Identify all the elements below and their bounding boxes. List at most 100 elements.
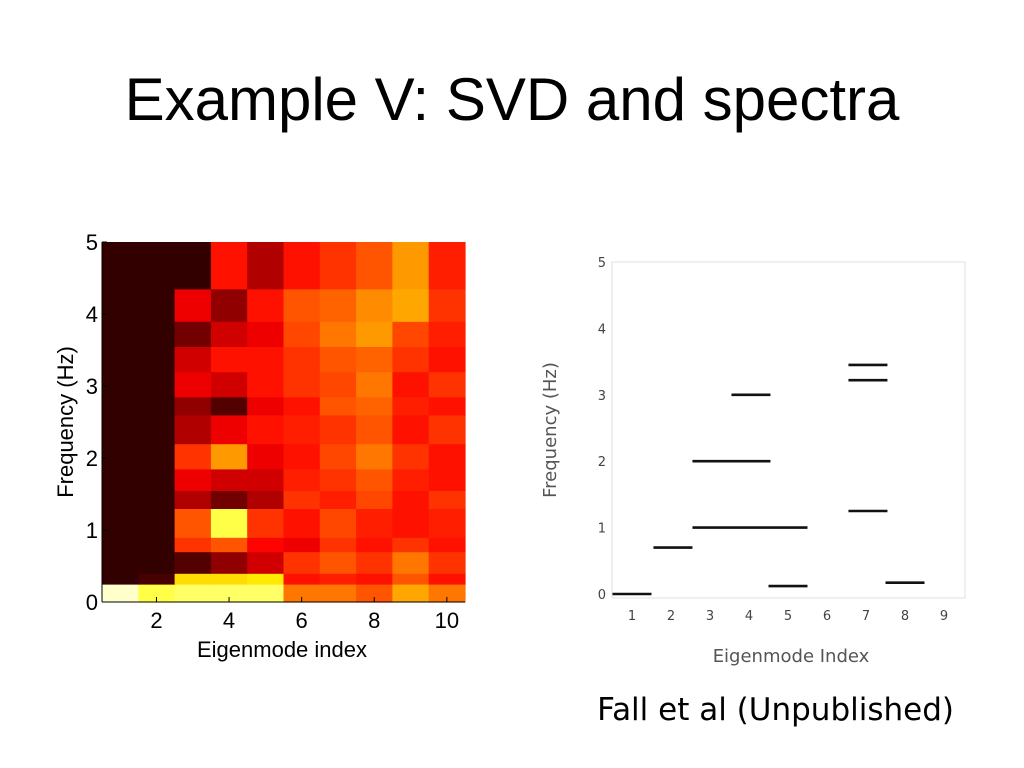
heatmap-cell: [319, 346, 357, 373]
heatmap-cell: [356, 537, 393, 553]
heatmap-cell: [138, 573, 176, 585]
heatmap-cell: [247, 551, 285, 574]
heatmap-cell: [428, 573, 466, 585]
citation: Fall et al (Unpublished): [597, 692, 954, 728]
heatmap-cell: [428, 288, 466, 322]
eigenmode-x-tick-label: 5: [784, 609, 792, 624]
eigenmode-y-tick-label: 1: [598, 522, 606, 537]
heatmap-cell: [283, 242, 321, 290]
heatmap-cell: [319, 321, 357, 347]
heatmap-cell: [138, 468, 176, 491]
heatmap-cell: [210, 346, 248, 373]
heatmap-x-tick-label: 4: [223, 608, 235, 633]
plot-frame: [611, 261, 966, 599]
heatmap-cell: [356, 288, 393, 322]
heatmap-cell: [102, 242, 139, 290]
heatmap-cell: [319, 490, 357, 509]
heatmap-cell: [392, 321, 430, 347]
heatmap-cell: [392, 508, 430, 538]
heatmap-cell: [283, 371, 321, 398]
heatmap-cell: [174, 346, 212, 373]
heatmap-cell: [174, 490, 212, 509]
heatmap-cell: [210, 584, 248, 603]
heatmap-cell: [283, 321, 321, 347]
eigenmode-x-axis-label: Eigenmode Index: [713, 646, 870, 667]
heatmap-cell: [102, 551, 139, 574]
heatmap-cell: [210, 537, 248, 553]
heatmap-cell: [138, 508, 176, 538]
heatmap-cell: [283, 490, 321, 509]
heatmap-cell: [428, 537, 466, 553]
heatmap-cell: [174, 551, 212, 574]
heatmap-cell: [428, 443, 466, 470]
eigenmode-y-axis-label: Frequency (Hz): [540, 362, 561, 498]
heatmap-cell: [174, 508, 212, 538]
eigenmode-x-tick-label: 1: [628, 609, 636, 624]
heatmap-cell: [392, 396, 430, 416]
heatmap-cell: [319, 584, 357, 603]
heatmap-cell: [428, 508, 466, 538]
eigenmode-y-tick-label: 2: [598, 455, 606, 470]
heatmap-cell: [138, 414, 176, 445]
heatmap-cell: [356, 396, 393, 416]
heatmap-cell: [319, 537, 357, 553]
eigenmode-axes: 1 2 3 4 5 6 7 8 9 0 1 2 3 4 5: [598, 256, 948, 624]
heatmap-cell: [174, 414, 212, 445]
heatmap-cell: [210, 371, 248, 398]
heatmap-cell: [319, 468, 357, 491]
heatmap-cell: [428, 396, 466, 416]
heatmap-cell: [102, 468, 139, 491]
eigenmode-x-tick-label: 3: [706, 609, 714, 624]
eigenmode-x-tick-label: 8: [901, 609, 909, 624]
heatmap-y-axis-label: Frequency (Hz): [53, 346, 78, 498]
heatmap-cell: [392, 443, 430, 470]
heatmap-cell: [210, 288, 248, 322]
heatmap-cell: [174, 537, 212, 553]
heatmap-cell: [428, 584, 466, 603]
heatmap-cell: [319, 443, 357, 470]
heatmap-cell: [319, 396, 357, 416]
heatmap-cell: [138, 490, 176, 509]
heatmap-cell: [356, 321, 393, 347]
heatmap-cell: [356, 508, 393, 538]
heatmap-cell: [283, 346, 321, 373]
heatmap-cell: [102, 396, 139, 416]
heatmap-cell: [392, 468, 430, 491]
heatmap-cell: [138, 321, 176, 347]
heatmap-cell: [247, 414, 285, 445]
heatmap-cell: [428, 551, 466, 574]
eigenmode-x-tick-label: 4: [745, 609, 753, 624]
heatmap-cell: [247, 242, 285, 290]
heatmap-cell: [102, 537, 139, 553]
heatmap-cell: [283, 288, 321, 322]
eigenmode-y-tick-label: 5: [598, 256, 606, 271]
heatmap-y-tick-label: 4: [86, 302, 98, 327]
heatmap-cell: [247, 468, 285, 491]
heatmap-cell: [210, 443, 248, 470]
eigenmode-y-tick-label: 4: [598, 322, 606, 337]
heatmap-cell: [283, 443, 321, 470]
heatmap-cell: [428, 242, 466, 290]
heatmap-cell: [102, 414, 139, 445]
heatmap-cell: [210, 321, 248, 347]
heatmap-cell: [283, 414, 321, 445]
heatmap-cell: [247, 346, 285, 373]
heatmap-x-tick-label: 6: [296, 608, 308, 633]
heatmap-cell: [319, 242, 357, 290]
eigenmode-x-tick-label: 6: [823, 609, 831, 624]
heatmap-cell: [102, 288, 139, 322]
heatmap-cell: [210, 508, 248, 538]
heatmap-cell: [392, 346, 430, 373]
heatmap-cell: [174, 371, 212, 398]
heatmap-cell: [428, 490, 466, 509]
heatmap-cell: [356, 414, 393, 445]
heatmap-cell: [102, 346, 139, 373]
heatmap-cell: [174, 573, 212, 585]
heatmap-cell: [138, 396, 176, 416]
heatmap-cell: [392, 242, 430, 290]
heatmap-cell: [356, 551, 393, 574]
heatmap-x-axis-label: Eigenmode index: [197, 637, 367, 662]
heatmap-cell: [174, 396, 212, 416]
heatmap-cell: [210, 414, 248, 445]
